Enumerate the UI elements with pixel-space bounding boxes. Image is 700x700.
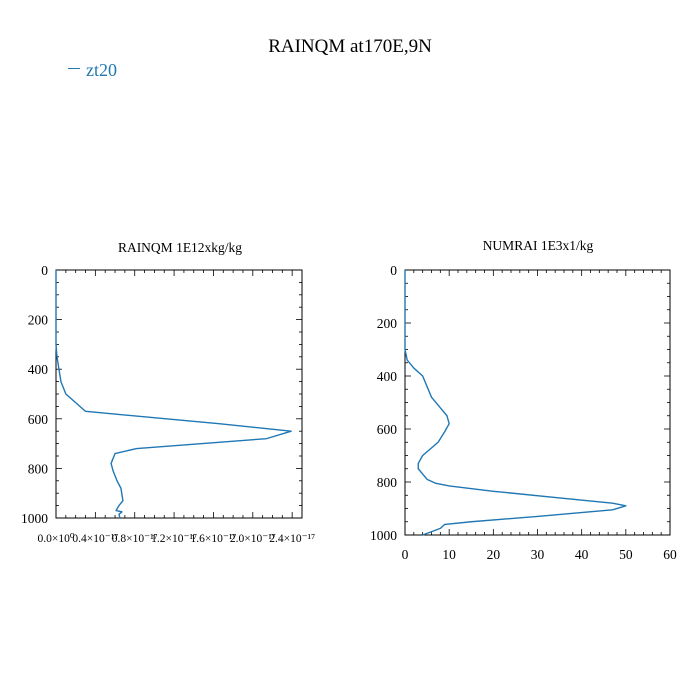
y-tick-label: 400 bbox=[28, 362, 49, 377]
series-line-zt20 bbox=[404, 270, 627, 536]
x-tick-label: 10 bbox=[442, 547, 456, 562]
x-tick-label: 50 bbox=[619, 547, 633, 562]
y-tick-label: 200 bbox=[28, 313, 49, 328]
x-tick-label: 0.8×10⁻¹⁷ bbox=[112, 533, 158, 545]
x-tick-label: 0.0×10⁰ bbox=[38, 533, 75, 545]
legend: zt20 bbox=[68, 60, 117, 81]
chart-panel-2: NUMRAI 1E3x1/kg 0 200 400 600 800 1000 0 10 20 30 4… bbox=[370, 238, 677, 562]
legend-label: zt20 bbox=[86, 60, 117, 80]
x-tick-label: 30 bbox=[531, 547, 545, 562]
y-tick-label: 600 bbox=[28, 412, 49, 427]
legend-line-swatch bbox=[68, 68, 80, 70]
plot-frame bbox=[55, 269, 303, 519]
x-tick-label: 1.2×10⁻¹⁷ bbox=[151, 533, 197, 545]
x-tick-label: 60 bbox=[663, 547, 677, 562]
y-tick-label: 200 bbox=[377, 316, 398, 331]
x-tick-label: 0 bbox=[402, 547, 409, 562]
chart-title: NUMRAI 1E3x1/kg bbox=[483, 238, 594, 253]
x-tick-label: 0.4×10⁻¹⁷ bbox=[72, 533, 118, 545]
y-tick-label: 1000 bbox=[21, 511, 48, 526]
y-tick-label: 0 bbox=[41, 263, 48, 278]
x-tick-label: 20 bbox=[487, 547, 501, 562]
figure-title: RAINQM at170E,9N bbox=[268, 36, 432, 57]
x-tick-label: 2.4×10⁻¹⁷ bbox=[269, 533, 315, 545]
y-tick-label: 600 bbox=[377, 422, 398, 437]
chart-panel-1: RAINQM 1E12xkg/kg 0 200 400 600 800 1000 0.0×10… bbox=[21, 240, 315, 545]
series-line-zt20 bbox=[55, 270, 292, 519]
x-tick-label: 1.6×10⁻¹⁷ bbox=[190, 533, 236, 545]
y-tick-label: 400 bbox=[377, 369, 398, 384]
y-tick-label: 800 bbox=[377, 475, 398, 490]
y-tick-label: 0 bbox=[390, 263, 397, 278]
x-tick-label: 2.0×10⁻¹⁷ bbox=[230, 533, 276, 545]
y-tick-label: 1000 bbox=[370, 528, 397, 543]
x-tick-label: 40 bbox=[575, 547, 589, 562]
chart-title: RAINQM 1E12xkg/kg bbox=[118, 240, 242, 255]
y-tick-label: 800 bbox=[28, 461, 49, 476]
